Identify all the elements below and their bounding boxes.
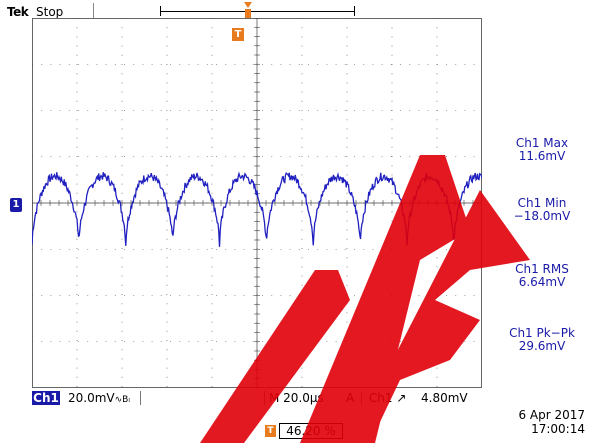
bottom-divider [140,391,141,405]
horizontal-position-value[interactable]: 46.20 % [279,423,343,439]
ch1-badge[interactable]: Ch1 [32,391,60,405]
oscilloscope-graticule [32,18,482,388]
grid-layer [32,18,482,388]
measurement-ch1-rms: Ch1 RMS 6.64mV [490,263,594,289]
ch1-vertical-scale[interactable]: 20.0mV∿Bₗ [68,391,130,407]
bottom-divider [264,391,265,405]
date-readout: 6 Apr 2017 [518,408,585,422]
trigger-position-marker[interactable] [243,2,253,22]
rising-edge-icon: ↗ [396,391,407,405]
status-divider [93,3,94,18]
measurement-value: 11.6mV [518,149,566,163]
trigger-point-marker[interactable]: T [232,28,244,41]
trigger-source: Ch1 [368,391,393,405]
run-state-label: Stop [36,5,64,19]
trigger-level-value: 4.80mV [421,391,468,405]
measurement-ch1-max: Ch1 Max 11.6mV [490,137,594,163]
timebase-readout[interactable]: M 20.0µs [269,391,324,405]
measurement-ch1-pkpk: Ch1 Pk−Pk 29.6mV [490,327,594,353]
trigger-mode: A [346,391,355,405]
time-readout: 17:00:14 [531,422,585,436]
record-length-bar [160,6,355,16]
measurement-ch1-min: Ch1 Min −18.0mV [490,197,594,223]
measurement-value: 6.64mV [518,275,566,289]
ch1-ground-marker[interactable]: 1 [10,198,22,212]
measurement-value: −18.0mV [513,209,571,223]
measurement-value: 29.6mV [518,339,566,353]
coupling-bw-icon: ∿Bₗ [114,395,130,405]
horizontal-position-icon: T [265,425,276,437]
vertical-scale-value: 20.0mV [68,391,115,405]
measurement-label: Ch1 Max [515,136,569,150]
brand-logo: Tek [7,5,29,19]
trigger-readout[interactable]: A Ch1 ↗ [346,391,406,405]
